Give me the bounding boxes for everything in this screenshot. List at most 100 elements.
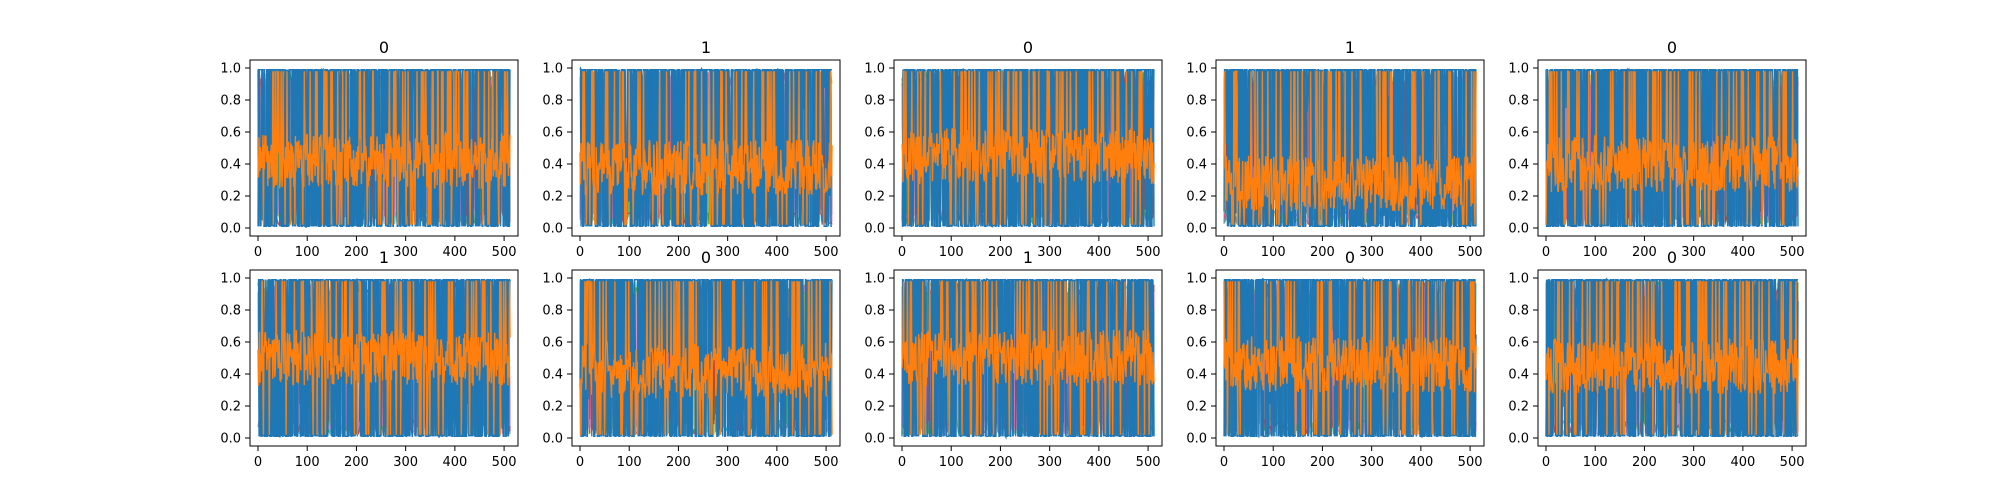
y-tick-label: 0.8: [220, 304, 241, 319]
series-line-orange: [1223, 280, 1477, 436]
y-tick-label: 0.4: [542, 158, 563, 173]
y-tick-label: 0.6: [542, 336, 563, 351]
y-tick-label: 0.0: [1186, 222, 1207, 237]
x-tick-label: 300: [1359, 455, 1384, 470]
y-tick-label: 0.6: [864, 336, 885, 351]
y-tick-label: 1.0: [1186, 62, 1207, 77]
x-tick-label: 0: [254, 455, 262, 470]
x-tick-label: 200: [1310, 455, 1335, 470]
y-tick-label: 1.0: [1186, 272, 1207, 287]
x-tick-label: 400: [1730, 245, 1755, 260]
x-tick-label: 500: [1780, 455, 1805, 470]
series-line-blue-1: [1545, 277, 1799, 438]
subplot-title: 1: [701, 38, 711, 57]
x-tick-label: 300: [1681, 455, 1706, 470]
y-tick-label: 0.4: [864, 368, 885, 383]
subplot-1: 0 100 200 300 400 500 0.0 0.2 0.4 0.6 0.8 1.0 1: [542, 38, 841, 260]
x-tick-label: 200: [1632, 245, 1657, 260]
series-lines: [1545, 277, 1799, 438]
y-tick-label: 1.0: [1508, 272, 1529, 287]
x-tick-label: 0: [576, 245, 584, 260]
x-tick-label: 100: [1583, 245, 1608, 260]
axes-frame: [571, 269, 841, 447]
y-tick-label: 0.4: [864, 158, 885, 173]
subplot-0: 0 100 200 300 400 500 0.0 0.2 0.4 0.6 0.8 1.0 0: [220, 38, 519, 260]
x-tick-label: 500: [492, 455, 517, 470]
x-tick-label: 300: [1681, 245, 1706, 260]
y-tick-label: 0.6: [864, 126, 885, 141]
x-tick-label: 400: [1086, 455, 1111, 470]
series-line-orange: [901, 70, 1155, 226]
x-tick-label: 100: [617, 245, 642, 260]
series-lines: [257, 278, 511, 438]
y-tick-label: 0.4: [1186, 368, 1207, 383]
y-tick-label: 0.8: [1508, 304, 1529, 319]
y-tick-label: 0.0: [864, 222, 885, 237]
series-line-orange: [1545, 70, 1799, 226]
series-line-orange: [901, 280, 1155, 436]
axes-frame: [571, 59, 841, 237]
y-tick-label: 0.6: [542, 126, 563, 141]
series-lines: [257, 67, 511, 228]
x-tick-label: 400: [1408, 245, 1433, 260]
x-tick-label: 100: [939, 455, 964, 470]
x-tick-label: 400: [764, 455, 789, 470]
x-tick-label: 300: [1037, 245, 1062, 260]
subplot-title: 0: [1345, 248, 1355, 267]
y-tick-label: 0.0: [542, 222, 563, 237]
x-tick-label: 100: [939, 245, 964, 260]
axes-frame: [1537, 269, 1807, 447]
y-tick-label: 0.0: [1186, 432, 1207, 447]
axes-frame: [249, 269, 519, 447]
subplot-9: 0 100 200 300 400 500 0.0 0.2 0.4 0.6 0.8 1.0 0: [1508, 248, 1807, 470]
series-line-orange: [257, 280, 511, 436]
x-tick-label: 200: [666, 245, 691, 260]
x-tick-label: 300: [715, 455, 740, 470]
subplot-4: 0 100 200 300 400 500 0.0 0.2 0.4 0.6 0.8 1.0 0: [1508, 38, 1807, 260]
x-tick-label: 500: [1780, 245, 1805, 260]
x-tick-label: 200: [988, 245, 1013, 260]
y-tick-label: 0.6: [220, 126, 241, 141]
y-tick-label: 0.4: [220, 368, 241, 383]
x-tick-label: 0: [898, 245, 906, 260]
y-tick-label: 0.6: [1508, 126, 1529, 141]
x-tick-label: 200: [344, 455, 369, 470]
x-tick-label: 300: [715, 245, 740, 260]
x-tick-label: 0: [1542, 245, 1550, 260]
x-tick-label: 400: [1408, 455, 1433, 470]
axes-frame: [249, 59, 519, 237]
y-tick-label: 0.8: [1186, 304, 1207, 319]
y-tick-label: 0.2: [1186, 400, 1207, 415]
x-tick-label: 200: [988, 455, 1013, 470]
subplot-5: 0 100 200 300 400 500 0.0 0.2 0.4 0.6 0.8 1.0 1: [220, 248, 519, 470]
y-tick-label: 0.0: [864, 432, 885, 447]
subplot-title: 0: [701, 248, 711, 267]
x-tick-label: 500: [1458, 455, 1483, 470]
y-tick-label: 0.2: [864, 400, 885, 415]
x-tick-label: 100: [1261, 455, 1286, 470]
x-tick-label: 200: [666, 455, 691, 470]
x-tick-label: 200: [1310, 245, 1335, 260]
subplot-2: 0 100 200 300 400 500 0.0 0.2 0.4 0.6 0.8 1.0 0: [864, 38, 1163, 260]
series-lines: [901, 278, 1155, 440]
x-tick-label: 0: [1542, 455, 1550, 470]
x-tick-label: 300: [393, 245, 418, 260]
x-tick-label: 0: [1220, 245, 1228, 260]
subplot-title: 1: [1023, 248, 1033, 267]
x-tick-label: 0: [254, 245, 262, 260]
y-tick-label: 1.0: [864, 62, 885, 77]
subplot-title: 0: [1667, 38, 1677, 57]
x-tick-label: 500: [814, 455, 839, 470]
series-line-blue-1: [901, 278, 1155, 438]
subplot-title: 0: [1667, 248, 1677, 267]
y-tick-label: 0.8: [542, 94, 563, 109]
y-tick-label: 0.6: [1508, 336, 1529, 351]
x-tick-label: 500: [1136, 245, 1161, 260]
series-line-orange: [579, 280, 833, 436]
y-tick-label: 0.8: [864, 94, 885, 109]
x-tick-label: 100: [617, 455, 642, 470]
y-tick-label: 0.8: [220, 94, 241, 109]
x-tick-label: 400: [1086, 245, 1111, 260]
series-lines: [1223, 68, 1477, 230]
x-tick-label: 400: [1730, 455, 1755, 470]
